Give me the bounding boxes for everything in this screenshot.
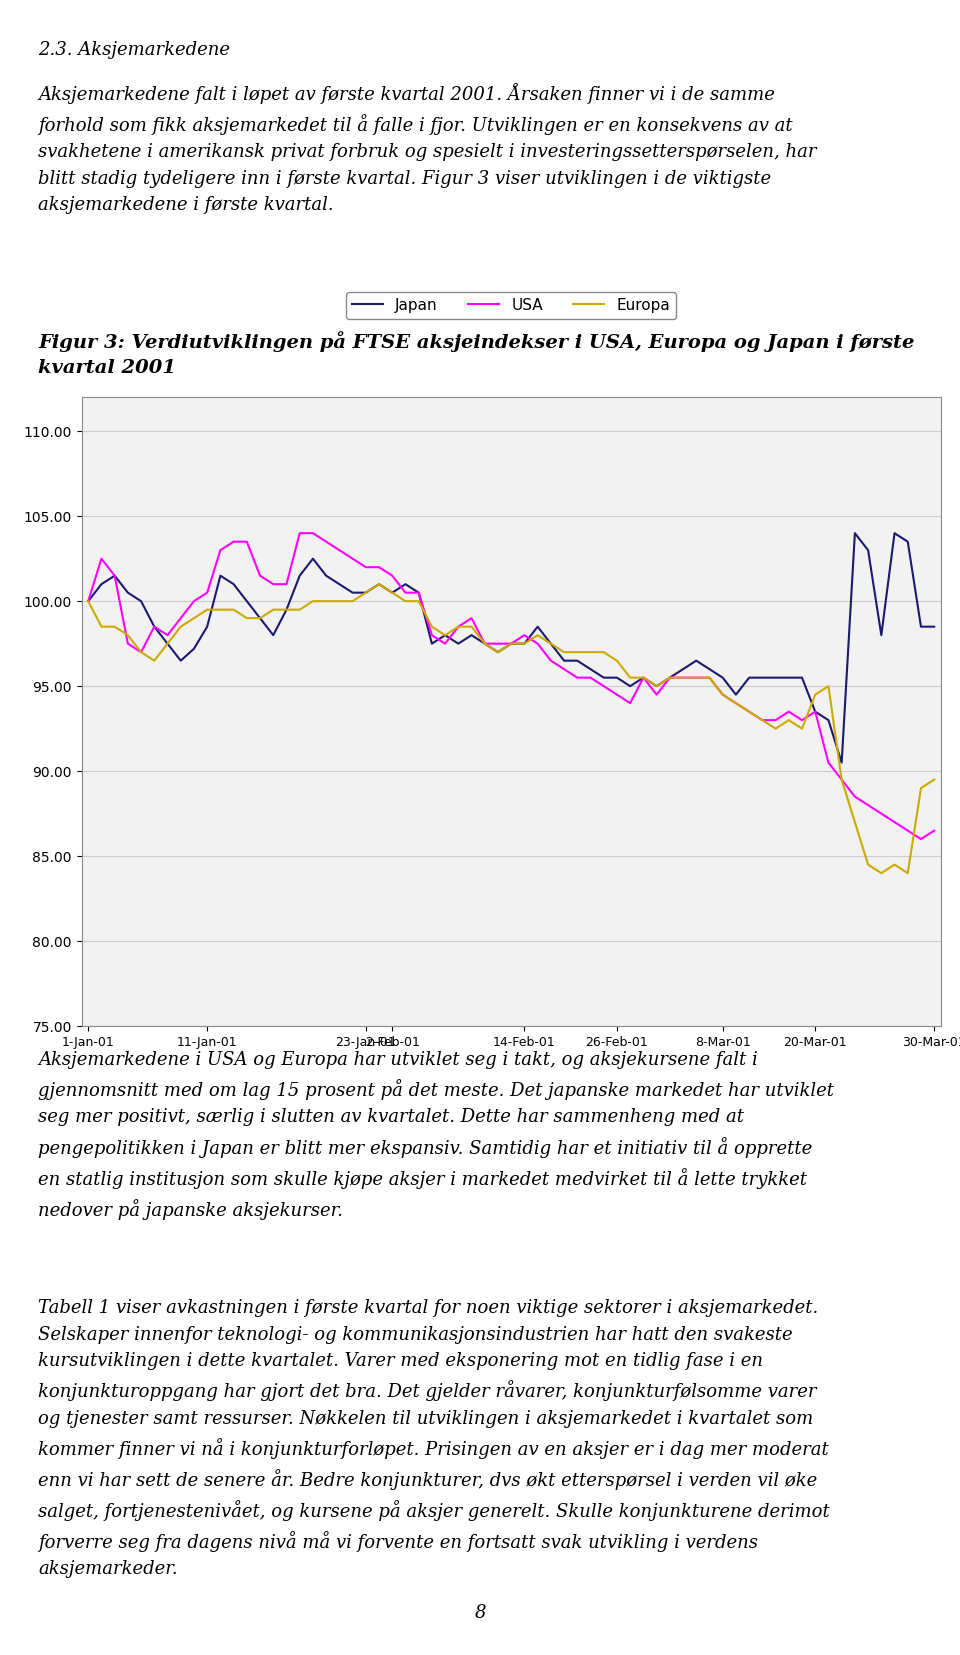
Japan	[902, 531, 914, 551]
USA	[928, 821, 940, 841]
Japan	[836, 753, 848, 773]
USA	[889, 813, 900, 832]
Text: Aksjemarkedene falt i løpet av første kvartal 2001. Årsaken finner vi i de samme: Aksjemarkedene falt i løpet av første kv…	[38, 83, 817, 213]
Japan	[928, 617, 940, 637]
USA	[294, 523, 305, 543]
Japan	[440, 626, 451, 645]
Europa	[373, 574, 385, 594]
Europa	[876, 864, 887, 884]
Europa	[532, 626, 543, 645]
USA	[452, 617, 464, 637]
USA	[347, 549, 358, 569]
Europa	[452, 617, 464, 637]
Text: Tabell 1 viser avkastningen i første kvartal for noen viktige sektorer i aksjema: Tabell 1 viser avkastningen i første kva…	[38, 1299, 830, 1579]
Europa	[83, 591, 94, 611]
Japan	[518, 634, 530, 654]
Line: Japan: Japan	[88, 533, 934, 763]
USA	[915, 829, 926, 849]
Text: 2.3. Aksjemarkedene: 2.3. Aksjemarkedene	[38, 41, 230, 60]
Legend: Japan, USA, Europa: Japan, USA, Europa	[347, 291, 676, 319]
Europa	[280, 599, 292, 619]
Europa	[928, 770, 940, 789]
USA	[280, 574, 292, 594]
Europa	[334, 591, 346, 611]
Japan	[849, 523, 860, 543]
USA	[83, 591, 94, 611]
Japan	[280, 599, 292, 619]
Japan	[83, 591, 94, 611]
Europa	[823, 677, 834, 697]
Europa	[902, 864, 914, 884]
Text: 8: 8	[474, 1604, 486, 1622]
Text: Aksjemarkedene i USA og Europa har utviklet seg i takt, og aksjekursene falt i
g: Aksjemarkedene i USA og Europa har utvik…	[38, 1051, 834, 1220]
USA	[532, 634, 543, 654]
Line: Europa: Europa	[88, 584, 934, 874]
Japan	[334, 574, 346, 594]
USA	[823, 753, 834, 773]
Text: Figur 3: Verdiutviklingen på FTSE aksjeindekser i USA, Europa og Japan i første
: Figur 3: Verdiutviklingen på FTSE aksjei…	[38, 331, 915, 377]
Line: USA: USA	[88, 533, 934, 839]
Japan	[809, 702, 821, 722]
